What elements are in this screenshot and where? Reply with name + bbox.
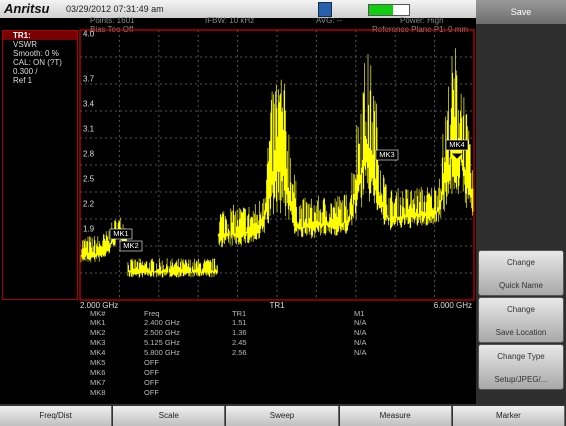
- tab[interactable]: Measure: [339, 406, 452, 426]
- table-header: M1: [354, 309, 365, 318]
- trace-info-line: CAL: ON (?T): [13, 58, 62, 67]
- tab[interactable]: Freq/Dist: [0, 406, 113, 426]
- marker-box: [119, 240, 143, 252]
- datetime: 03/29/2012 07:31:49 am: [66, 4, 164, 14]
- trace-info-line: 0.300 /: [13, 67, 38, 76]
- table-cell: 2.500 GHz: [144, 328, 180, 337]
- marker-pointer: [451, 153, 463, 159]
- marker-label: MK4: [449, 140, 464, 149]
- table-cell: N/A: [354, 318, 367, 327]
- marker-box: [375, 149, 399, 161]
- table-cell: 5.125 GHz: [144, 338, 180, 347]
- y-tick-label: 3.1: [83, 125, 95, 134]
- table-cell: MK1: [90, 318, 106, 327]
- table-header: TR1: [232, 309, 247, 318]
- menu-button-text: Change: [506, 305, 536, 314]
- status-text: AVG: --: [316, 16, 343, 25]
- y-tick-label: 1.9: [83, 225, 95, 234]
- menu-button[interactable]: Change Quick Name: [478, 250, 564, 296]
- plot-border: [79, 29, 475, 301]
- menu-button-text: Change: [506, 258, 536, 267]
- trace-info: TR1: VSWR Smooth: 0 % CAL: ON (?T) 0.300 /Re…: [2, 30, 78, 300]
- menu-button-text: Change Type: [497, 352, 545, 361]
- table-cell: OFF: [144, 388, 159, 397]
- table-header: MK#: [90, 309, 106, 318]
- plot: 4.0 3.7 3.4 3.1 2.8 2.5 2.2 1.9 MK1 MK2 MK3 MK4 2.00…: [79, 29, 475, 310]
- brand: Anritsu: [4, 1, 50, 16]
- y-tick-label: 3.7: [83, 75, 95, 84]
- table-cell: 1.51: [232, 318, 247, 327]
- table-cell: 2.56: [232, 348, 247, 357]
- y-tick-label: 2.8: [83, 150, 95, 159]
- table-cell: N/A: [354, 338, 367, 347]
- menu-button[interactable]: Change Type Setup/JPEG/...: [478, 344, 564, 390]
- y-tick-label: 4.0: [83, 30, 95, 39]
- marker-label: MK3: [379, 150, 394, 159]
- table-cell: 5.800 GHz: [144, 348, 180, 357]
- table-cell: MK7: [90, 378, 106, 387]
- trace-info-line: Smooth: 0 %: [13, 49, 59, 58]
- y-tick-label: 3.4: [83, 100, 95, 109]
- menu-button-text: Quick Name: [498, 281, 543, 290]
- disk-icon: [318, 2, 332, 17]
- tab[interactable]: Marker: [452, 406, 565, 426]
- table-cell: 2.45: [232, 338, 247, 347]
- table-cell: MK4: [90, 348, 106, 357]
- table-cell: MK8: [90, 388, 106, 397]
- y-tick-label: 2.5: [83, 175, 95, 184]
- trace: [80, 48, 474, 278]
- tab[interactable]: Sweep: [226, 406, 339, 426]
- trace-info-line: Ref 1: [13, 76, 33, 85]
- table-cell: MK3: [90, 338, 106, 347]
- tab[interactable]: Scale: [113, 406, 226, 426]
- title-bar: [0, 0, 476, 18]
- table-cell: OFF: [144, 378, 159, 387]
- status-text: Power: High: [400, 16, 444, 25]
- trace-info-line: TR1:: [3, 31, 77, 40]
- table-cell: MK6: [90, 368, 106, 377]
- table-cell: N/A: [354, 328, 367, 337]
- table-header: Freq: [144, 309, 160, 318]
- battery-icon: [368, 4, 410, 16]
- marker-label: MK2: [123, 241, 138, 250]
- menu-button[interactable]: Change Save Location: [478, 297, 564, 343]
- menu-title: Save: [476, 0, 566, 24]
- y-tick-label: 2.2: [83, 200, 95, 209]
- menu-button-text: Setup/JPEG/...: [494, 375, 548, 384]
- marker-box: [109, 228, 133, 240]
- x-start: 2.000 GHz: [80, 301, 118, 310]
- status-text: IFBW: 10 kHz: [205, 16, 255, 25]
- marker-box: [445, 139, 469, 151]
- table-cell: 1.36: [232, 328, 247, 337]
- table-cell: OFF: [144, 358, 159, 367]
- menu-button-text: Save Location: [495, 328, 547, 337]
- x-stop: 6.000 GHz: [434, 301, 472, 310]
- trace-info-line: VSWR: [13, 40, 37, 49]
- table-cell: 2.400 GHz: [144, 318, 180, 327]
- table-cell: MK5: [90, 358, 106, 367]
- trace-name: TR1: [269, 301, 285, 310]
- table-cell: N/A: [354, 348, 367, 357]
- marker-pointer: [125, 254, 137, 260]
- status-text: Points: 1601: [90, 16, 135, 25]
- marker-pointer: [381, 163, 393, 169]
- marker-label: MK1: [113, 229, 128, 238]
- table-cell: OFF: [144, 368, 159, 377]
- table-cell: MK2: [90, 328, 106, 337]
